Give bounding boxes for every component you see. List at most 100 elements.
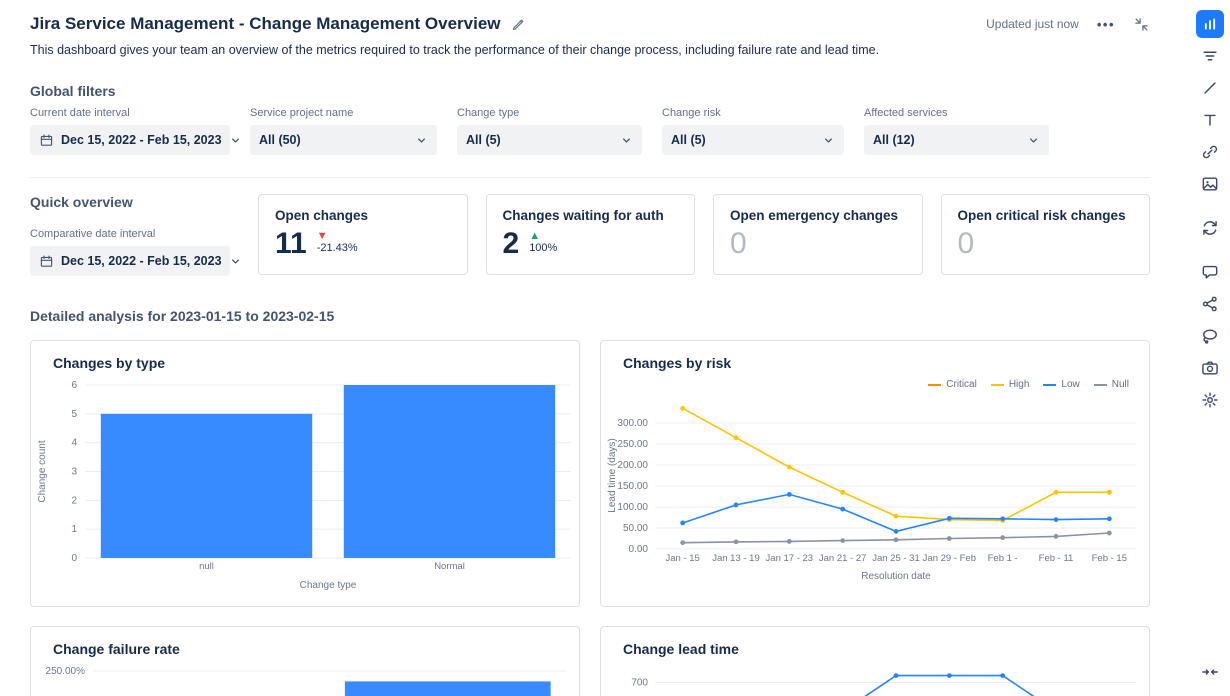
chart-card-change-failure-rate: Change failure rate 250.00%200.00%150.00… bbox=[30, 626, 580, 696]
edit-title-icon[interactable] bbox=[511, 17, 526, 32]
y-tick-label: 250.00% bbox=[46, 666, 86, 677]
quick-overview-section: Quick overview Comparative date interval… bbox=[30, 194, 1150, 276]
filter-value: Dec 15, 2022 - Feb 15, 2023 bbox=[61, 133, 222, 147]
comment-icon[interactable] bbox=[1196, 258, 1224, 286]
filter-value: All (5) bbox=[671, 133, 706, 147]
series-point bbox=[1000, 516, 1006, 522]
section-divider bbox=[30, 177, 1150, 178]
stat-card-open-changes: Open changes 11 ▼ -21.43% bbox=[258, 194, 468, 275]
filter-icon[interactable] bbox=[1196, 42, 1224, 70]
series-point bbox=[946, 515, 952, 521]
series-point bbox=[1053, 489, 1059, 495]
collapse-view-icon[interactable] bbox=[1133, 16, 1150, 33]
series-point bbox=[680, 520, 686, 526]
filter-value: All (5) bbox=[466, 133, 501, 147]
x-tick-label: Normal bbox=[434, 561, 465, 572]
bar bbox=[344, 681, 551, 696]
global-filters-heading: Global filters bbox=[30, 83, 116, 99]
change-risk-select[interactable]: All (5) bbox=[662, 125, 844, 155]
card-title: Changes waiting for auth bbox=[502, 208, 664, 223]
global-filters-row: Current date interval Dec 15, 2022 - Feb… bbox=[30, 107, 1150, 155]
chart-icon[interactable] bbox=[1196, 10, 1224, 38]
chart-title: Changes by risk bbox=[623, 355, 732, 371]
chevron-down-icon bbox=[623, 137, 630, 143]
chart-card-change-lead-time: Change lead time 7006005004003002001000 bbox=[600, 626, 1150, 696]
image-icon[interactable] bbox=[1196, 170, 1224, 198]
dashboard-description: This dashboard gives your team an overvi… bbox=[30, 43, 880, 57]
chart-title: Change lead time bbox=[623, 641, 739, 657]
series-point bbox=[1106, 516, 1112, 522]
trend-up-icon: ▲ bbox=[529, 230, 541, 243]
collapse-panel-icon[interactable] bbox=[1196, 658, 1224, 686]
filter-value: All (12) bbox=[873, 133, 915, 147]
series-point bbox=[840, 506, 846, 512]
series-point bbox=[840, 489, 846, 495]
chart-legend: Critical High Low Null bbox=[928, 379, 1129, 390]
y-tick-label: 0.00 bbox=[629, 544, 649, 555]
camera-icon[interactable] bbox=[1196, 354, 1224, 382]
y-tick-label: 5 bbox=[71, 409, 77, 420]
stat-card-changes-waiting-for-auth: Changes waiting for auth 2 ▲ 100% bbox=[485, 194, 695, 275]
series-point bbox=[946, 536, 952, 541]
card-value: 0 bbox=[957, 227, 975, 260]
legend-item: Low bbox=[1043, 379, 1080, 390]
service-project-name-select[interactable]: All (50) bbox=[250, 125, 437, 155]
card-title: Open emergency changes bbox=[730, 208, 899, 223]
affected-services-select[interactable]: All (12) bbox=[864, 125, 1049, 155]
comparative-date-label: Comparative date interval bbox=[30, 228, 156, 240]
series-line bbox=[682, 493, 1110, 533]
filter-label: Service project name bbox=[250, 107, 354, 119]
chevron-down-icon bbox=[231, 258, 239, 264]
lasso-icon[interactable] bbox=[1196, 322, 1224, 350]
x-tick-label: Feb - 11 bbox=[1039, 553, 1074, 564]
text-icon[interactable] bbox=[1196, 106, 1224, 134]
filter-value: All (50) bbox=[259, 133, 301, 147]
changes-by-risk-chart: 300.00 250.00 200.00 150.00 100.00 50.00 0.00 J… bbox=[607, 405, 1136, 582]
series-point bbox=[893, 537, 899, 543]
refresh-icon[interactable] bbox=[1196, 214, 1224, 242]
page-title: Jira Service Management - Change Managem… bbox=[30, 14, 501, 33]
legend-item: Critical bbox=[928, 379, 977, 390]
x-tick-label: Jan - 15 bbox=[666, 553, 700, 564]
chart-title: Change failure rate bbox=[53, 641, 180, 657]
header: Jira Service Management - Change Managem… bbox=[30, 0, 1150, 34]
gear-icon[interactable] bbox=[1196, 386, 1224, 414]
more-icon[interactable]: ••• bbox=[1096, 16, 1115, 32]
y-tick-label: 6 bbox=[71, 380, 77, 391]
link-icon[interactable] bbox=[1196, 138, 1224, 166]
quick-overview-heading: Quick overview bbox=[30, 194, 133, 210]
card-delta: 100% bbox=[529, 242, 558, 255]
x-tick-label: Jan 17 - 23 bbox=[766, 553, 814, 564]
filter-label: Change risk bbox=[662, 107, 721, 119]
detailed-analysis-heading: Detailed analysis for 2023-01-15 to 2023… bbox=[30, 308, 335, 324]
chevron-down-icon bbox=[825, 137, 832, 143]
y-tick-label: 1 bbox=[71, 524, 77, 535]
series-point bbox=[840, 538, 846, 543]
filter-affected-services: Affected services All (12) bbox=[864, 107, 1049, 155]
share-icon[interactable] bbox=[1196, 290, 1224, 318]
calendar-icon bbox=[40, 254, 53, 267]
series-point bbox=[733, 435, 739, 441]
x-axis-label: Change type bbox=[300, 580, 357, 591]
line-icon[interactable] bbox=[1196, 74, 1224, 102]
series-point bbox=[1106, 530, 1112, 536]
stat-card-open-critical-risk-changes: Open critical risk changes 0 bbox=[940, 194, 1150, 275]
comparative-date-interval-select[interactable]: Dec 15, 2022 - Feb 15, 2023 bbox=[30, 246, 239, 276]
current-date-interval-select[interactable]: Dec 15, 2022 - Feb 15, 2023 bbox=[30, 125, 239, 155]
x-tick-label: null bbox=[199, 561, 214, 572]
series-point bbox=[733, 539, 739, 545]
series-point bbox=[893, 528, 899, 534]
series-point bbox=[893, 673, 899, 679]
change-type-select[interactable]: All (5) bbox=[457, 125, 642, 155]
chevron-down-icon bbox=[418, 137, 425, 143]
series-point bbox=[1053, 534, 1059, 539]
series-point bbox=[1053, 517, 1059, 522]
x-tick-label: Jan 29 - Feb bbox=[923, 553, 976, 564]
annotation-toolbar bbox=[1190, 0, 1230, 696]
y-tick-label: 300.00 bbox=[617, 418, 648, 429]
chart-title: Changes by type bbox=[53, 355, 166, 371]
series-line bbox=[864, 674, 1035, 696]
filter-label: Current date interval bbox=[30, 107, 130, 119]
series-point bbox=[893, 513, 899, 519]
chevron-down-icon bbox=[1030, 137, 1037, 143]
